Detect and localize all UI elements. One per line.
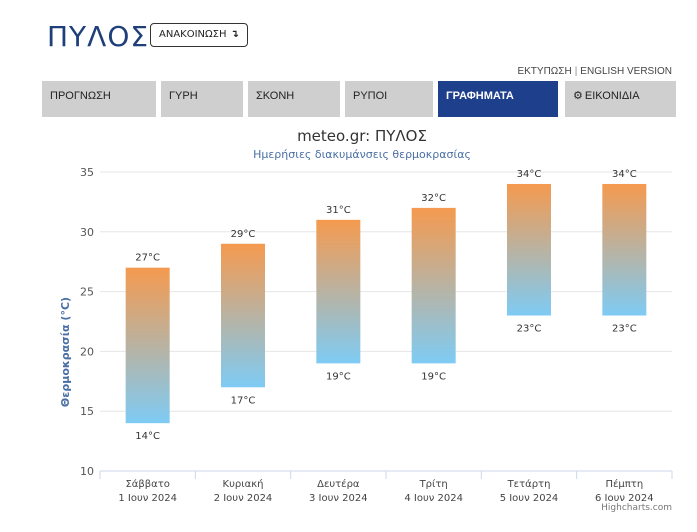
temperature-range-bar [125, 267, 170, 424]
tab-dust[interactable]: ΣΚΟΝΗ [248, 81, 340, 117]
min-temp-label: 23°C [612, 324, 637, 335]
min-temp-label: 19°C [326, 371, 351, 382]
max-temp-label: 29°C [231, 229, 256, 240]
tab-charts[interactable]: ΓΡΑΦΗΜΑΤΑ [438, 81, 558, 117]
x-tick-label-day: Κυριακή [223, 478, 264, 490]
chart-subtitle: Ημερήσιες διακυμάνσεις θερμοκρασίας [253, 148, 471, 161]
max-temp-label: 27°C [135, 253, 160, 264]
x-tick-label-date: 1 Ιουν 2024 [118, 493, 177, 504]
tab-forecast[interactable]: ΠΡΟΓΝΩΣΗ [42, 81, 156, 117]
print-link[interactable]: ΕΚΤΥΠΩΣΗ [517, 66, 572, 77]
y-tick-label: 15 [80, 405, 94, 418]
x-tick-label-date: 6 Ιουν 2024 [595, 493, 654, 504]
link-separator: | [574, 66, 578, 77]
gear-icon: ⚙ [573, 90, 583, 102]
x-tick-label-date: 4 Ιουν 2024 [404, 493, 463, 504]
tab-icons[interactable]: ⚙ ΕΙΚΟΝΙΔΙΑ [565, 81, 676, 117]
tab-label: ΕΙΚΟΝΙΔΙΑ [584, 90, 640, 102]
temperature-range-bar [411, 207, 456, 364]
temperature-chart: meteo.gr: ΠΥΛΟΣ Ημερήσιες διακυμάνσεις θ… [59, 127, 673, 513]
max-temp-label: 32°C [421, 193, 446, 204]
english-version-link[interactable]: ENGLISH VERSION [580, 66, 672, 77]
tab-bar: ΠΡΟΓΝΩΣΗ ΓΥΡΗ ΣΚΟΝΗ ΡΥΠΟΙ ΓΡΑΦΗΜΑΤΑ ⚙ ΕΙΚ… [0, 81, 697, 117]
max-temp-label: 34°C [612, 169, 637, 180]
y-axis-title: Θερμοκρασία (°C) [59, 297, 72, 407]
tab-label: ΓΥΡΗ [169, 90, 198, 102]
x-tick-label-day: Δευτέρα [317, 478, 360, 490]
announcement-label: ΑΝΑΚΟΙΝΩΣΗ [159, 29, 227, 40]
tab-label: ΣΚΟΝΗ [256, 90, 295, 102]
y-tick-label: 35 [80, 166, 94, 179]
min-temp-label: 23°C [517, 324, 542, 335]
x-tick-label-day: Τετάρτη [507, 478, 551, 490]
arrow-down-icon: ↴ [230, 29, 239, 40]
x-tick-label-day: Τρίτη [419, 478, 448, 490]
y-tick-label: 10 [80, 465, 94, 478]
top-links: ΕΚΤΥΠΩΣΗ | ENGLISH VERSION [517, 66, 672, 77]
temperature-range-bar [507, 183, 551, 316]
tab-label: ΠΡΟΓΝΩΣΗ [50, 90, 111, 102]
x-tick-label-day: Πέμπτη [605, 478, 643, 490]
max-temp-label: 34°C [517, 169, 542, 180]
tab-label: ΡΥΠΟΙ [353, 90, 388, 102]
x-tick-label-day: Σάββατο [125, 478, 169, 490]
y-tick-label: 30 [80, 226, 94, 239]
y-tick-label: 20 [80, 345, 94, 358]
chart-title: meteo.gr: ΠΥΛΟΣ [297, 127, 427, 145]
temperature-range-bar [316, 219, 361, 364]
x-tick-label-date: 5 Ιουν 2024 [500, 493, 559, 504]
page-title: ΠΥΛΟΣ [47, 20, 150, 53]
x-tick-label-date: 3 Ιουν 2024 [309, 493, 368, 504]
min-temp-label: 17°C [231, 395, 256, 406]
x-tick-label-date: 2 Ιουν 2024 [214, 493, 273, 504]
announcement-button[interactable]: ΑΝΑΚΟΙΝΩΣΗ ↴ [150, 23, 248, 47]
temperature-range-bar [221, 243, 265, 388]
tab-pollen[interactable]: ΓΥΡΗ [161, 81, 243, 117]
tab-pollutants[interactable]: ΡΥΠΟΙ [345, 81, 433, 117]
tab-label: ΓΡΑΦΗΜΑΤΑ [446, 90, 514, 102]
y-tick-label: 25 [80, 286, 94, 299]
min-temp-label: 19°C [421, 371, 446, 382]
temperature-range-bar [602, 183, 647, 316]
chart-credit: Highcharts.com [601, 503, 672, 513]
min-temp-label: 14°C [135, 431, 160, 442]
max-temp-label: 31°C [326, 205, 351, 216]
